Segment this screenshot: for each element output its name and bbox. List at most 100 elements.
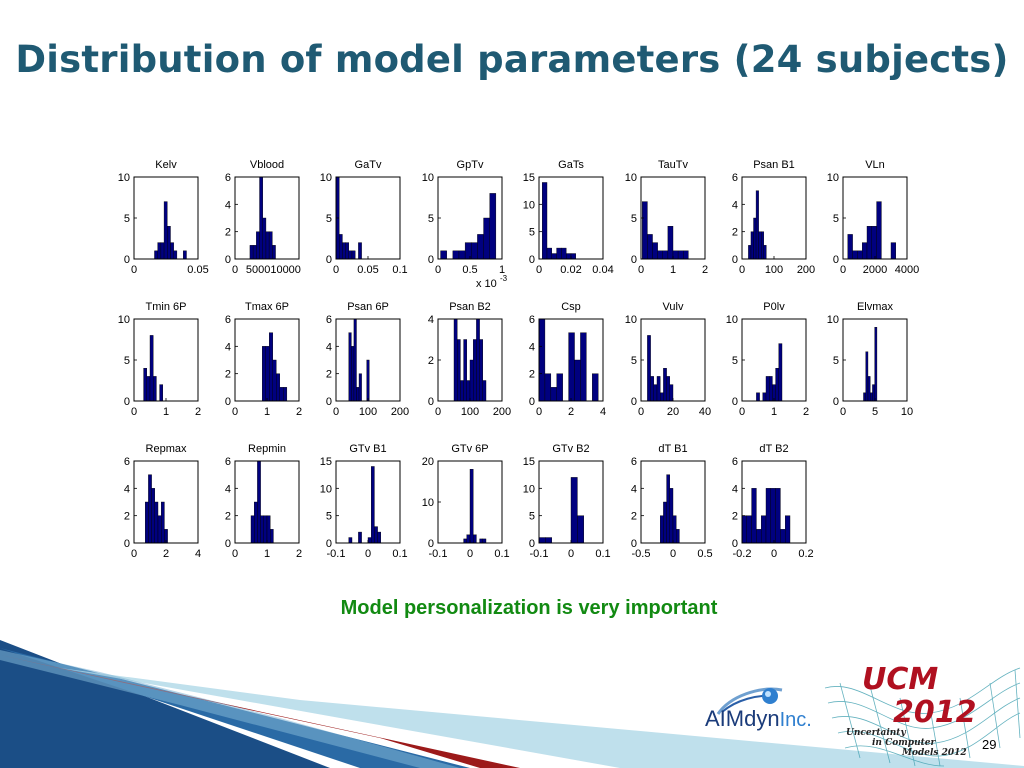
x-tick-label: 0 [670, 548, 676, 560]
bar [268, 231, 273, 260]
y-tick-label: 10 [320, 483, 332, 495]
bar [871, 225, 877, 260]
bar [542, 182, 548, 260]
x-tick-label: -0.2 [733, 548, 752, 560]
x-tick-label: 0 [131, 406, 137, 418]
bar [473, 534, 477, 544]
x-tick-label: 0.1 [595, 548, 610, 560]
bar [741, 515, 747, 544]
bar [592, 373, 599, 402]
bar [863, 392, 866, 402]
bar [538, 537, 546, 544]
y-tick-label: 0 [529, 396, 535, 408]
x-tick-label: 1 [264, 406, 270, 418]
bar [377, 531, 382, 544]
bar [746, 515, 752, 544]
x-tick-label: 0 [333, 264, 339, 276]
x-tick-label: 40 [699, 406, 711, 418]
histogram-repmax: Repmax 0 2 4 6 0 2 4 [124, 443, 201, 560]
y-tick-label: 10 [827, 314, 839, 326]
bar [148, 474, 152, 544]
bar [260, 515, 265, 544]
bar [865, 351, 869, 402]
bar [374, 526, 378, 544]
x-tick-label: 2 [296, 406, 302, 418]
bar [867, 376, 871, 402]
aimdyn-name: AIMdyn [705, 706, 780, 731]
bar [351, 250, 356, 260]
x-tick-label: 0 [840, 264, 846, 276]
bar [642, 201, 648, 260]
bar [272, 359, 277, 402]
bar [663, 501, 667, 544]
bar [660, 515, 664, 544]
x-tick-label: 0 [771, 548, 777, 560]
bar [183, 250, 187, 260]
bar [748, 245, 752, 260]
bar [466, 380, 471, 402]
bar [556, 373, 563, 402]
bar [272, 245, 276, 260]
y-tick-label: 0 [732, 396, 738, 408]
x-tick-label: 0 [232, 548, 238, 560]
chart-title: Psan B2 [449, 301, 491, 313]
x-tick-label: 1 [264, 548, 270, 560]
chart-title: Vulv [663, 301, 684, 313]
x-tick-label: 2 [702, 264, 708, 276]
bar [751, 488, 757, 544]
bar [650, 376, 654, 402]
x-tick-label: 0.2 [798, 548, 813, 560]
bar [348, 537, 353, 544]
bar [765, 488, 771, 544]
chart-title: GaTv [355, 159, 382, 171]
y-tick-label: 6 [631, 456, 637, 468]
bar [471, 242, 478, 260]
bar [876, 201, 882, 260]
x-tick-label: -0.1 [530, 548, 549, 560]
y-tick-label: 5 [124, 355, 130, 367]
x-tick-label: 1 [670, 264, 676, 276]
histogram-p0lv: P0lv 0 5 10 0 1 2 [726, 301, 809, 418]
y-tick-label: 10 [523, 199, 535, 211]
histogram-vulv: Vulv 0 5 10 0 20 40 [625, 301, 711, 418]
bar [266, 515, 271, 544]
y-tick-label: 0 [631, 396, 637, 408]
x-tick-label: 0 [638, 406, 644, 418]
bar [358, 242, 362, 260]
y-tick-label: 2 [529, 369, 535, 381]
y-tick-label: 5 [631, 355, 637, 367]
bar [358, 373, 362, 402]
histogram-gatv: GaTv 0 5 10 0 0.05 0.1 [320, 159, 408, 276]
histogram-vln: VLn 0 5 10 0 2000 4000 [827, 159, 919, 276]
y-tick-label: 4 [631, 483, 637, 495]
x-tick-label: 200 [797, 264, 815, 276]
x-tick-label: 100 [765, 264, 783, 276]
bar [676, 529, 680, 544]
x-tick-label: -0.1 [327, 548, 346, 560]
x-tick-label: 0 [536, 264, 542, 276]
x-tick-label: 0 [131, 264, 137, 276]
bar [775, 488, 781, 544]
bar [550, 387, 557, 402]
bar [762, 392, 767, 402]
bar [566, 253, 572, 260]
y-tick-label: 10 [726, 314, 738, 326]
y-tick-label: 0 [225, 254, 231, 266]
x-tick-label: 0 [435, 406, 441, 418]
x-tick-label: 200 [391, 406, 409, 418]
chart-title: GTv B1 [349, 443, 386, 455]
x-tick-label: 10 [901, 406, 913, 418]
x-tick-label: 2 [568, 406, 574, 418]
ucm-line-3: Models 2012 [902, 748, 967, 758]
y-tick-label: 2 [732, 511, 738, 523]
bar [154, 501, 159, 544]
bar [669, 384, 674, 402]
histogram-repmin: Repmin 0 2 4 6 0 1 2 [225, 443, 302, 560]
bar [750, 231, 754, 260]
bar [758, 231, 762, 260]
y-tick-label: 10 [320, 172, 332, 184]
chart-title: Psan 6P [347, 301, 389, 313]
